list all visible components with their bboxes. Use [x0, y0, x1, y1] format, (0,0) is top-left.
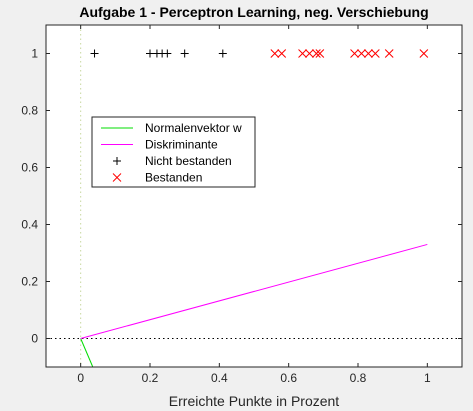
marker-bestanden: [357, 49, 366, 58]
legend-item-diskriminante: Diskriminante: [101, 138, 218, 152]
marker-bestanden: [270, 49, 280, 58]
series-bestanden: [270, 49, 429, 58]
legend-label: Diskriminante: [145, 138, 218, 152]
legend-item-nicht-bestanden: Nicht bestanden: [113, 154, 232, 168]
marker-bestanden: [315, 49, 325, 58]
marker-bestanden: [277, 49, 287, 58]
legend-item-bestanden: Bestanden: [112, 171, 202, 185]
marker-bestanden: [298, 49, 307, 58]
marker-nicht-bestanden: [90, 49, 99, 58]
marker-nicht-bestanden: [218, 49, 227, 58]
x-tick-label: 0.2: [142, 371, 159, 385]
legend-swatch: [113, 157, 121, 165]
y-tick-label: 0.6: [21, 161, 38, 175]
x-tick-label: 0.8: [350, 371, 367, 385]
x-axis-label: Erreichte Punkte in Prozent: [169, 393, 340, 409]
y-tick-label: 0.8: [21, 104, 38, 118]
y-tick-label: 1: [31, 47, 38, 61]
series-layer: [80, 49, 429, 368]
marker-bestanden: [350, 49, 359, 58]
marker-bestanden: [419, 49, 429, 58]
x-tick-label: 0.6: [280, 371, 297, 385]
chart-title: Aufgabe 1 - Perceptron Learning, neg. Ve…: [79, 4, 428, 20]
series-nicht-bestanden: [90, 49, 227, 58]
series-normalenvektor-w: [80, 338, 94, 368]
marker-nicht-bestanden: [163, 49, 172, 58]
x-tick-label: 0.4: [211, 371, 228, 385]
plot-area: [46, 25, 462, 367]
ticks-layer: 0 0.2 0.4 0.6 0.8 1 0 0.2 0.4 0.6 0.8 1: [21, 25, 462, 385]
marker-bestanden: [370, 49, 380, 58]
legend-label: Bestanden: [145, 171, 202, 185]
diskriminante-line: [80, 243, 428, 339]
marker-bestanden: [384, 49, 394, 58]
legend-label: Nicht bestanden: [145, 154, 232, 168]
legend-swatch: [112, 173, 122, 182]
x-tick-label: 1: [424, 371, 431, 385]
marker-bestanden: [305, 49, 314, 58]
normalenvektor-w-line: [80, 338, 94, 368]
x-tick-label: 0: [77, 371, 84, 385]
marker-nicht-bestanden: [180, 49, 189, 58]
legend-label: Normalenvektor w: [145, 121, 242, 135]
marker-nicht-bestanden: [146, 49, 154, 58]
legend-item-normalenvektor-w: Normalenvektor w: [101, 121, 242, 135]
marker-bestanden: [312, 49, 321, 58]
series-diskriminante: [80, 243, 428, 339]
legend: Normalenvektor w Diskriminante Nicht besta…: [91, 116, 256, 188]
y-tick-label: 0.2: [21, 275, 38, 289]
y-tick-label: 0: [31, 332, 38, 346]
marker-bestanden: [364, 49, 373, 58]
axes-box: [45, 24, 463, 368]
y-tick-label: 0.4: [21, 218, 38, 232]
reference-lines: [46, 25, 462, 367]
